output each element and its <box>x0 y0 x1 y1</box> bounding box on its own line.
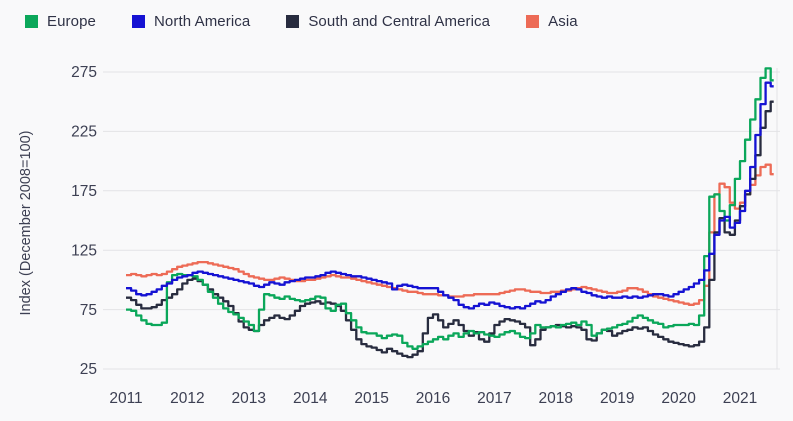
legend-item-asia: Asia <box>526 13 578 30</box>
north-america-swatch-icon <box>131 15 145 28</box>
europe-swatch-icon <box>25 15 38 28</box>
legend-label-north-america: North America <box>153 13 251 30</box>
y-tick-label-125: 125 <box>71 242 97 259</box>
y-axis-tick-labels: 25 75 125 175 225 275 <box>71 64 97 378</box>
x-tick-label-2016: 2016 <box>416 390 450 407</box>
y-tick-label-25: 25 <box>80 361 97 378</box>
gridlines <box>103 68 780 370</box>
x-tick-label-2019: 2019 <box>600 390 634 407</box>
x-tick-label-2015: 2015 <box>354 390 388 407</box>
y-tick-label-75: 75 <box>80 302 97 319</box>
series-line-asia <box>126 163 774 306</box>
x-tick-label-2018: 2018 <box>539 390 573 407</box>
x-axis-tick-labels: 2011 2012 2013 2014 2015 2016 2017 2018 2019 2020… <box>109 390 757 407</box>
series-line-north-america <box>126 81 774 310</box>
x-tick-label-2017: 2017 <box>477 390 511 407</box>
y-axis-title: Index (December 2008=100) <box>18 131 34 316</box>
x-tick-label-2014: 2014 <box>293 390 328 407</box>
series-lines <box>126 67 774 359</box>
legend-label-europe: Europe <box>47 13 96 30</box>
chart-legend: Europe North America South and Central A… <box>25 13 578 30</box>
x-tick-label-2013: 2013 <box>232 390 266 407</box>
legend-label-asia: Asia <box>548 13 578 30</box>
legend-label-south-central-america: South and Central America <box>308 13 491 30</box>
legend-item-europe: Europe <box>25 13 96 30</box>
series-line-europe <box>126 67 774 350</box>
south-central-america-swatch-icon <box>286 15 300 28</box>
legend-item-south-central-america: South and Central America <box>286 13 490 30</box>
x-tick-label-2011: 2011 <box>109 390 142 407</box>
y-tick-label-175: 175 <box>71 183 97 200</box>
x-tick-label-2012: 2012 <box>170 390 204 407</box>
series-line-south-and-central-america <box>126 100 774 359</box>
y-tick-label-275: 275 <box>71 64 97 81</box>
x-tick-label-2021: 2021 <box>723 390 757 407</box>
legend-item-north-america: North America <box>131 13 251 30</box>
y-tick-label-225: 225 <box>71 124 97 141</box>
x-tick-label-2020: 2020 <box>661 390 696 407</box>
asia-swatch-icon <box>526 15 540 28</box>
